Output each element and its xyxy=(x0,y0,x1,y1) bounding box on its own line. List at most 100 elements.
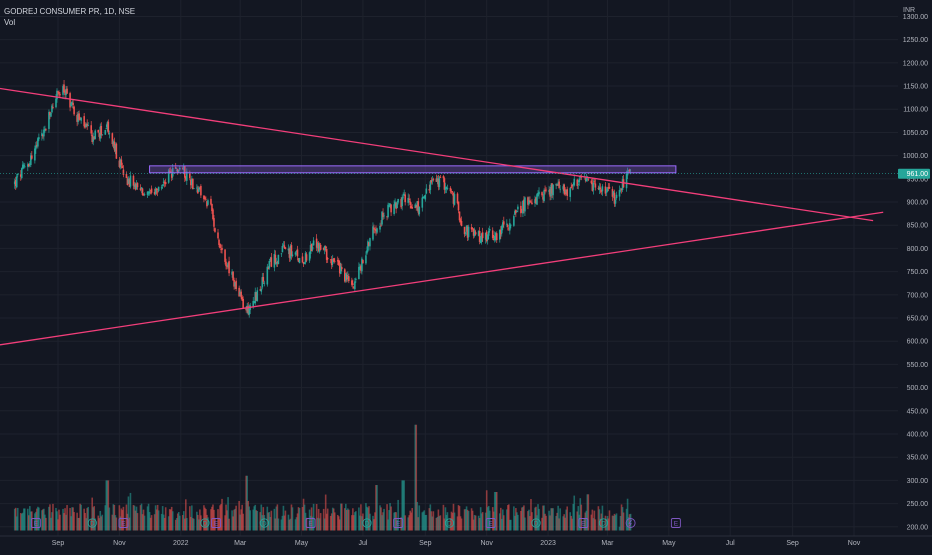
candle-body xyxy=(451,191,454,193)
volume-bar xyxy=(225,504,227,531)
volume-bar xyxy=(240,509,242,531)
candle-body xyxy=(191,178,193,185)
earnings-marker: E xyxy=(305,518,316,528)
candle-body xyxy=(290,245,293,256)
candle-body xyxy=(303,262,306,265)
volume-bar xyxy=(91,497,94,531)
candle-body xyxy=(438,178,441,188)
y-tick-label: 500.00 xyxy=(907,385,929,392)
volume-bar xyxy=(301,507,304,531)
candle-body xyxy=(226,266,228,268)
candle-body xyxy=(69,93,71,108)
candle-body xyxy=(465,225,468,232)
candle-body xyxy=(545,189,547,191)
volume-bar xyxy=(73,512,75,531)
volume-bar xyxy=(495,491,498,531)
volume-bar xyxy=(284,510,287,531)
candle-body xyxy=(498,229,501,240)
dividend-marker: D xyxy=(598,518,609,528)
volume-bar xyxy=(78,517,80,531)
candle-body xyxy=(59,94,61,96)
last-price-tag-text: 961.00 xyxy=(907,171,929,178)
candle-body xyxy=(178,168,181,170)
volume-bar xyxy=(573,495,576,531)
candle-body xyxy=(141,188,144,195)
volume-bar xyxy=(537,504,539,531)
candle-body xyxy=(247,306,249,313)
candle-body xyxy=(515,209,517,214)
candle-body xyxy=(156,191,159,193)
candle-body xyxy=(423,197,426,199)
candle-body xyxy=(395,203,397,209)
volume-bar xyxy=(458,506,461,531)
candle-body xyxy=(309,245,312,254)
dividend-icon-glyph: D xyxy=(601,521,606,527)
candle-body xyxy=(73,106,75,115)
y-tick-label: 850.00 xyxy=(907,223,929,230)
volume-bar xyxy=(430,511,433,531)
candle-body xyxy=(235,280,237,290)
volume-bar xyxy=(498,513,501,531)
volume-bar xyxy=(133,505,136,531)
candle-body xyxy=(591,182,594,191)
volume-bar xyxy=(45,517,47,531)
candle-body xyxy=(164,182,167,185)
volume-bar xyxy=(465,506,468,531)
dividend-icon-glyph: D xyxy=(534,521,539,527)
dividend-icon xyxy=(259,518,269,528)
volume-bar xyxy=(372,515,374,531)
candle-body xyxy=(79,118,81,120)
candle-body xyxy=(331,258,334,264)
candle-body xyxy=(481,232,484,239)
candle-body xyxy=(94,130,97,139)
volume-bar xyxy=(459,516,462,531)
volume-bar xyxy=(530,499,532,531)
candle-body xyxy=(509,223,511,231)
volume-bar xyxy=(290,504,293,531)
dividend-icon xyxy=(444,518,455,528)
candle-body xyxy=(436,178,439,182)
candle-body xyxy=(218,239,220,245)
candle-body xyxy=(277,254,280,265)
volume-bar xyxy=(247,501,249,531)
candle-body xyxy=(92,137,95,142)
candle-body xyxy=(446,187,449,189)
candle-body xyxy=(176,169,179,173)
candle-body xyxy=(38,137,40,140)
volume-bar xyxy=(485,490,488,531)
volume-bar xyxy=(559,508,561,531)
candle-body xyxy=(492,238,495,241)
volume-bar xyxy=(294,519,297,531)
candle-body xyxy=(368,242,370,246)
volume-bar xyxy=(70,516,72,531)
volume-bar xyxy=(174,519,177,531)
candle-body xyxy=(336,260,339,262)
candle-body xyxy=(212,209,214,220)
candle-body xyxy=(161,184,164,186)
volume-bar xyxy=(233,509,235,531)
volume-bar xyxy=(576,511,579,531)
volume-bar xyxy=(563,514,565,531)
volume-bar xyxy=(246,475,248,531)
volume-bar xyxy=(140,503,143,531)
candle-body xyxy=(510,224,512,226)
y-tick-label: 1000.00 xyxy=(903,153,928,160)
candle-body xyxy=(466,227,469,238)
earnings-icon xyxy=(305,518,316,528)
candle-body xyxy=(219,243,221,249)
candle-body xyxy=(543,190,545,201)
dividend-marker: D xyxy=(531,518,541,528)
candle-body xyxy=(44,128,46,131)
volume-bar xyxy=(287,514,290,531)
y-tick-label: 1150.00 xyxy=(903,84,928,91)
volume-bar xyxy=(162,514,165,531)
candle-body xyxy=(225,261,227,267)
volume-bar xyxy=(119,516,122,531)
candle-body xyxy=(213,218,215,227)
candle-body xyxy=(100,125,103,136)
candle-body xyxy=(168,171,171,173)
candle-body xyxy=(289,245,292,259)
volume-bar xyxy=(126,513,129,531)
